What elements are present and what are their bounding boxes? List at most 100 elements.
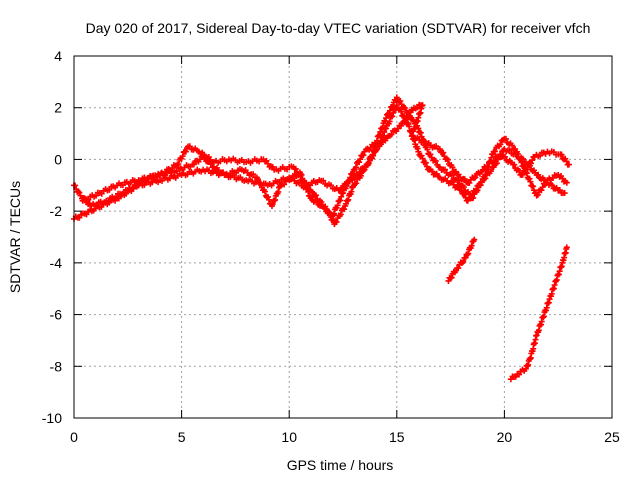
data-point-marker [327,182,334,189]
data-point-marker [424,146,431,153]
data-point-marker [155,179,162,186]
data-point-marker [112,184,119,191]
data-point-marker [162,169,169,176]
data-point-marker [313,198,320,205]
data-point-marker [94,189,101,196]
data-point-marker [357,156,364,163]
data-point-marker [182,148,189,155]
data-point-marker [432,157,439,164]
data-point-marker [470,238,477,245]
data-point-marker [155,170,162,177]
data-point-marker [478,168,485,175]
data-point-marker [529,157,536,164]
data-point-marker [463,197,470,204]
data-point-marker [105,198,112,205]
data-point-marker [122,186,129,193]
data-point-marker [98,204,105,211]
y-axis-label: SDTVAR / TECUs [7,181,23,293]
data-point-marker [549,182,556,189]
x-tick-label: 5 [178,429,186,445]
data-point-marker [537,152,544,159]
data-point-marker [511,161,518,168]
y-tick-label: 2 [54,100,62,116]
data-point-marker [376,132,383,139]
data-point-marker [530,183,537,190]
data-point-marker [461,254,468,261]
data-point-marker [398,101,405,108]
data-point-marker [409,132,416,139]
data-point-marker [333,184,340,191]
x-tick-label: 25 [604,429,620,445]
data-point-marker [502,135,509,142]
data-point-marker [434,145,441,152]
data-point-marker [190,161,197,168]
data-point-marker [76,214,83,221]
data-point-marker [337,197,344,204]
data-point-marker [472,174,479,181]
data-point-marker [321,204,328,211]
data-point-marker [527,178,534,185]
data-point-marker [449,164,456,171]
data-point-marker [539,184,546,191]
data-point-marker [333,218,340,225]
chart-title: Day 020 of 2017, Sidereal Day-to-day VTE… [86,20,591,36]
data-point-marker [524,164,531,171]
data-point-marker [314,179,321,186]
data-point-marker [460,258,467,265]
data-point-marker [305,188,312,195]
data-point-marker [76,189,83,196]
data-point-marker [474,187,481,194]
data-point-marker [378,125,385,132]
data-point-marker [448,172,455,179]
data-point-marker [445,180,452,187]
data-point-marker [422,138,429,145]
series-track-d [445,236,478,284]
data-point-marker [435,173,442,180]
data-point-marker [442,166,449,173]
series-track-c [79,101,572,204]
data-point-marker [418,152,425,159]
data-point-marker [397,98,404,105]
data-point-marker [512,373,519,380]
data-point-marker [356,169,363,176]
data-point-marker [92,192,99,199]
data-point-marker [194,147,201,154]
data-point-marker [373,137,380,144]
data-point-marker [543,180,550,187]
data-point-marker [288,176,295,183]
plot-frame [73,55,613,419]
data-point-marker [406,112,413,119]
data-point-marker [521,367,528,374]
data-point-marker [250,171,257,178]
data-point-marker [365,159,372,166]
data-point-marker [316,202,323,209]
data-point-marker [427,151,434,158]
data-point-marker [394,125,401,132]
data-point-marker [353,180,360,187]
data-point-marker [320,177,327,184]
data-point-marker [220,169,227,176]
data-point-marker [448,274,455,281]
data-point-marker [130,185,137,192]
data-point-marker [444,156,451,163]
data-point-marker [553,184,560,191]
y-tick-label: -6 [50,307,63,323]
data-point-marker [261,188,268,195]
data-point-marker [241,159,248,166]
data-point-marker [390,109,397,116]
data-point-marker [187,163,194,170]
data-point-marker [468,242,475,249]
x-tick-label: 0 [70,429,78,445]
data-point-marker [509,142,516,149]
y-tick-label: -4 [50,255,63,271]
data-point-marker [518,159,525,166]
data-point-marker [419,155,426,162]
data-point-marker [558,263,565,270]
data-point-marker [367,144,374,151]
data-point-marker [257,180,264,187]
data-point-marker [360,152,367,159]
tick-labels: -10 -8 -6 -4 -2 0 2 4 0 5 10 15 20 25 [42,48,620,445]
data-point-marker [369,151,376,158]
data-point-marker [506,147,513,154]
